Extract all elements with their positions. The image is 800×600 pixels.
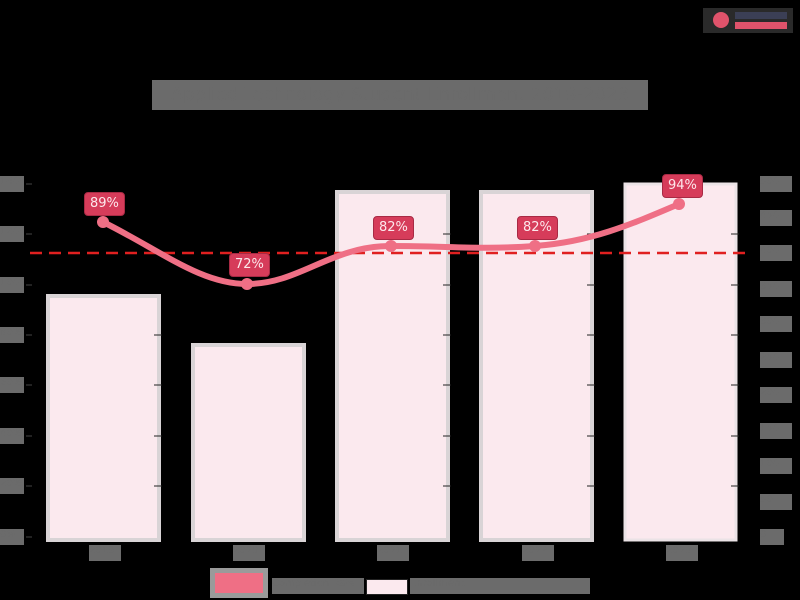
legend-swatch-bar[interactable] <box>366 579 408 595</box>
x-axis-tick: 2022 <box>522 545 554 561</box>
right-axis-tick: 300 <box>760 316 792 332</box>
data-label-2021: 82% <box>373 216 414 240</box>
right-axis-tick: 50 <box>760 494 792 510</box>
logo-text-line-1 <box>735 12 787 19</box>
legend-label-line[interactable]: Completion Rate <box>272 578 364 594</box>
point-2021[interactable] <box>385 240 397 252</box>
right-axis-tick: 400 <box>760 245 792 261</box>
legend-swatch-line[interactable] <box>210 568 268 598</box>
right-axis-tick: 450 <box>760 210 792 226</box>
left-axis-tick: 80% <box>0 327 24 343</box>
chart-title: Applied Technology Student Enrollment 20… <box>152 80 648 110</box>
right-axis-tick: 150 <box>760 423 792 439</box>
brand-logo <box>703 8 793 33</box>
data-label-2023: 94% <box>662 174 703 198</box>
left-axis-tick: 60% <box>0 377 24 393</box>
logo-mark-icon <box>713 12 729 28</box>
point-2023[interactable] <box>673 198 685 210</box>
x-axis-tick: 2020 <box>233 545 265 561</box>
right-axis-tick: 250 <box>760 352 792 368</box>
right-axis-tick: 200 <box>760 387 792 403</box>
left-axis-tick: 100% <box>0 277 24 293</box>
left-axis-tick: 120% <box>0 226 24 242</box>
right-axis-tick: 100 <box>760 458 792 474</box>
data-label-2022: 82% <box>517 216 558 240</box>
left-axis-tick: 40% <box>0 428 24 444</box>
bar-2020[interactable] <box>191 343 306 542</box>
bar-2023[interactable] <box>623 182 738 542</box>
left-axis-tick: 0% <box>0 529 24 545</box>
logo-text-line-2 <box>735 22 787 29</box>
x-axis-tick: 2019 <box>89 545 121 561</box>
right-axis-tick: 0 <box>760 529 784 545</box>
point-2022[interactable] <box>529 240 541 252</box>
x-axis-tick: 2023 <box>666 545 698 561</box>
left-axis-tick: 140% <box>0 176 24 192</box>
point-2020[interactable] <box>241 278 253 290</box>
right-axis-tick: 350 <box>760 281 792 297</box>
left-tick-marks <box>26 183 32 538</box>
x-axis-tick: 2021 <box>377 545 409 561</box>
grid-ticks <box>154 233 739 487</box>
legend-label-bar[interactable]: Enrollment <box>410 578 590 594</box>
bar-2019[interactable] <box>46 294 161 542</box>
point-2019[interactable] <box>97 216 109 228</box>
data-label-2019: 89% <box>84 192 125 216</box>
data-label-2020: 72% <box>229 253 270 277</box>
line-points <box>97 198 685 290</box>
left-axis-tick: 20% <box>0 478 24 494</box>
right-axis-tick: 500 <box>760 176 792 192</box>
